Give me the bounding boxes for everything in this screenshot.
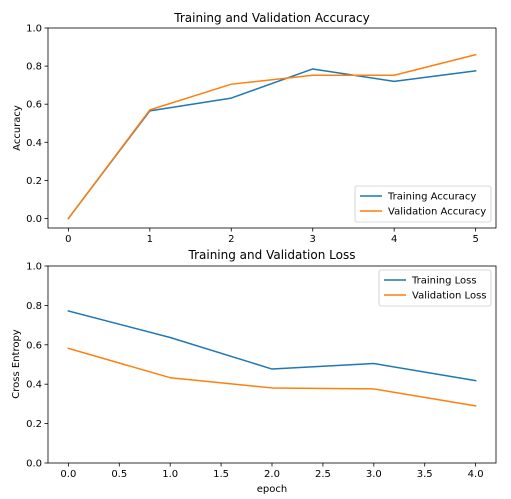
- loss-ytick-label: 0.0: [26, 459, 42, 470]
- accuracy-chart-legend: Training Accuracy Validation Accuracy: [354, 185, 492, 223]
- accuracy-chart-marks: [67, 53, 477, 220]
- accuracy-legend-label-1: Validation Accuracy: [388, 207, 486, 218]
- accuracy-xtick-label: 2: [228, 234, 234, 245]
- loss-chart: Training and Validation Loss Cross Entro…: [11, 248, 497, 495]
- loss-xtick-label: 3.5: [417, 469, 433, 480]
- accuracy-xtick-label: 0: [65, 234, 71, 245]
- loss-chart-marks: [67, 310, 477, 407]
- accuracy-ytick-label: 1.0: [26, 24, 42, 35]
- loss-xtick-label: 3.0: [366, 469, 382, 480]
- accuracy-chart-yticks: 0.0 0.2 0.4 0.6 0.8 1.0: [26, 24, 48, 225]
- accuracy-xtick-label: 5: [472, 234, 478, 245]
- loss-xtick-label: 2.5: [315, 469, 331, 480]
- loss-ytick-label: 0.6: [26, 340, 42, 351]
- loss-chart-legend: Training Loss Validation Loss: [378, 269, 492, 307]
- loss-ytick-label: 0.4: [26, 380, 42, 391]
- accuracy-chart-frame: [47, 27, 497, 229]
- loss-chart-title: Training and Validation Loss: [188, 248, 356, 262]
- loss-chart-yticks: 0.0 0.2 0.4 0.6 0.8 1.0: [26, 262, 48, 470]
- loss-legend-label-1: Validation Loss: [412, 291, 487, 302]
- accuracy-xtick-label: 1: [147, 234, 153, 245]
- accuracy-ytick-label: 0.8: [26, 62, 42, 73]
- loss-ytick-label: 1.0: [26, 262, 42, 273]
- accuracy-xtick-label: 4: [391, 234, 397, 245]
- loss-ytick-label: 0.8: [26, 301, 42, 312]
- accuracy-xtick-label: 3: [310, 234, 316, 245]
- accuracy-chart: Training and Validation Accuracy Accurac…: [12, 11, 497, 245]
- loss-chart-xlabel: epoch: [257, 484, 287, 495]
- loss-xtick-label: 1.0: [162, 469, 178, 480]
- loss-xtick-label: 0.0: [60, 469, 76, 480]
- loss-xtick-label: 1.5: [213, 469, 229, 480]
- accuracy-ytick-label: 0.2: [26, 176, 42, 187]
- accuracy-legend-label-0: Training Accuracy: [387, 192, 476, 203]
- loss-chart-xticks: 0.0 0.5 1.0 1.5 2.0 2.5 3.0 3.5 4.0: [60, 463, 484, 480]
- loss-xtick-label: 0.5: [111, 469, 127, 480]
- loss-series-line-1: [67, 347, 477, 407]
- accuracy-ytick-label: 0.6: [26, 100, 42, 111]
- accuracy-ytick-label: 0.4: [26, 138, 42, 149]
- accuracy-legend-box: [354, 185, 492, 223]
- loss-chart-ylabel: Cross Entropy: [11, 329, 22, 399]
- loss-legend-label-0: Training Loss: [411, 276, 477, 287]
- accuracy-chart-ylabel: Accuracy: [12, 105, 23, 151]
- accuracy-chart-title: Training and Validation Accuracy: [173, 11, 369, 25]
- loss-series-line-0: [67, 310, 477, 382]
- loss-xtick-label: 2.0: [264, 469, 280, 480]
- accuracy-series-line-1: [67, 53, 477, 220]
- loss-legend-box: [378, 269, 492, 307]
- accuracy-ytick-label: 0.0: [26, 214, 42, 225]
- loss-xtick-label: 4.0: [468, 469, 484, 480]
- accuracy-chart-xticks: 0 1 2 3 4 5: [65, 228, 479, 245]
- loss-ytick-label: 0.2: [26, 419, 42, 430]
